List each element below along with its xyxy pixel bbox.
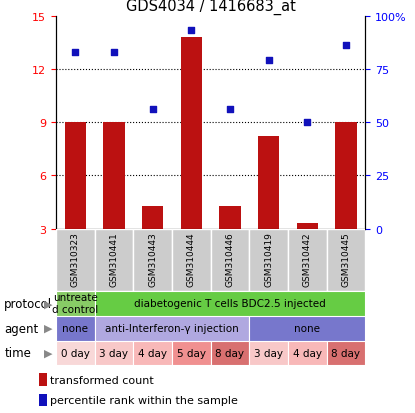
Text: untreate
d control: untreate d control	[52, 293, 98, 314]
Bar	[249, 341, 288, 366]
Text: 0 day: 0 day	[61, 348, 90, 358]
Bar	[95, 341, 133, 366]
Text: transformed count: transformed count	[50, 375, 154, 385]
Text: GSM310419: GSM310419	[264, 232, 273, 286]
Text: GSM310446: GSM310446	[225, 232, 234, 286]
Point	[304, 120, 310, 126]
Bar	[142, 206, 163, 229]
Bar	[181, 38, 202, 229]
Text: GSM310323: GSM310323	[71, 232, 80, 286]
Bar	[249, 229, 288, 291]
Bar	[172, 229, 210, 291]
Bar	[133, 229, 172, 291]
Text: GSM310442: GSM310442	[303, 232, 312, 286]
Point	[342, 43, 349, 50]
Bar	[172, 341, 210, 366]
Text: 3 day: 3 day	[254, 348, 283, 358]
Bar	[103, 123, 124, 229]
Bar	[56, 291, 95, 316]
Bar	[297, 224, 318, 229]
Text: time: time	[4, 347, 31, 360]
Text: GSM310445: GSM310445	[342, 232, 350, 286]
Bar	[210, 229, 249, 291]
Bar	[249, 316, 365, 341]
Bar	[327, 229, 365, 291]
Bar	[288, 341, 327, 366]
Text: diabetogenic T cells BDC2.5 injected: diabetogenic T cells BDC2.5 injected	[134, 299, 326, 309]
Point	[72, 50, 79, 56]
Text: ▶: ▶	[44, 299, 52, 309]
Text: none: none	[62, 323, 88, 333]
Text: 3 day: 3 day	[100, 348, 129, 358]
Title: GDS4034 / 1416683_at: GDS4034 / 1416683_at	[126, 0, 295, 15]
Bar	[258, 137, 279, 229]
Bar	[288, 229, 327, 291]
Bar	[56, 341, 95, 366]
Point	[265, 58, 272, 64]
Bar	[39, 373, 47, 386]
Bar	[219, 206, 241, 229]
Point	[188, 28, 195, 35]
Bar	[39, 394, 47, 406]
Text: none: none	[294, 323, 320, 333]
Text: protocol: protocol	[4, 297, 52, 310]
Point	[149, 107, 156, 114]
Text: ▶: ▶	[44, 323, 52, 333]
Bar	[95, 229, 133, 291]
Text: ▶: ▶	[44, 348, 52, 358]
Text: 5 day: 5 day	[177, 348, 206, 358]
Bar	[133, 341, 172, 366]
Text: GSM310444: GSM310444	[187, 232, 196, 286]
Bar	[95, 291, 365, 316]
Bar	[56, 229, 95, 291]
Bar	[65, 123, 86, 229]
Bar	[95, 316, 249, 341]
Bar	[210, 341, 249, 366]
Text: 8 day: 8 day	[215, 348, 244, 358]
Bar	[56, 316, 95, 341]
Text: percentile rank within the sample: percentile rank within the sample	[50, 395, 238, 405]
Text: 4 day: 4 day	[293, 348, 322, 358]
Text: GSM310441: GSM310441	[110, 232, 119, 286]
Point	[111, 50, 117, 56]
Text: GSM310443: GSM310443	[148, 232, 157, 286]
Bar	[335, 123, 356, 229]
Text: 4 day: 4 day	[138, 348, 167, 358]
Text: agent: agent	[4, 322, 39, 335]
Text: anti-Interferon-γ injection: anti-Interferon-γ injection	[105, 323, 239, 333]
Bar	[327, 341, 365, 366]
Text: 8 day: 8 day	[331, 348, 360, 358]
Point	[227, 107, 233, 114]
